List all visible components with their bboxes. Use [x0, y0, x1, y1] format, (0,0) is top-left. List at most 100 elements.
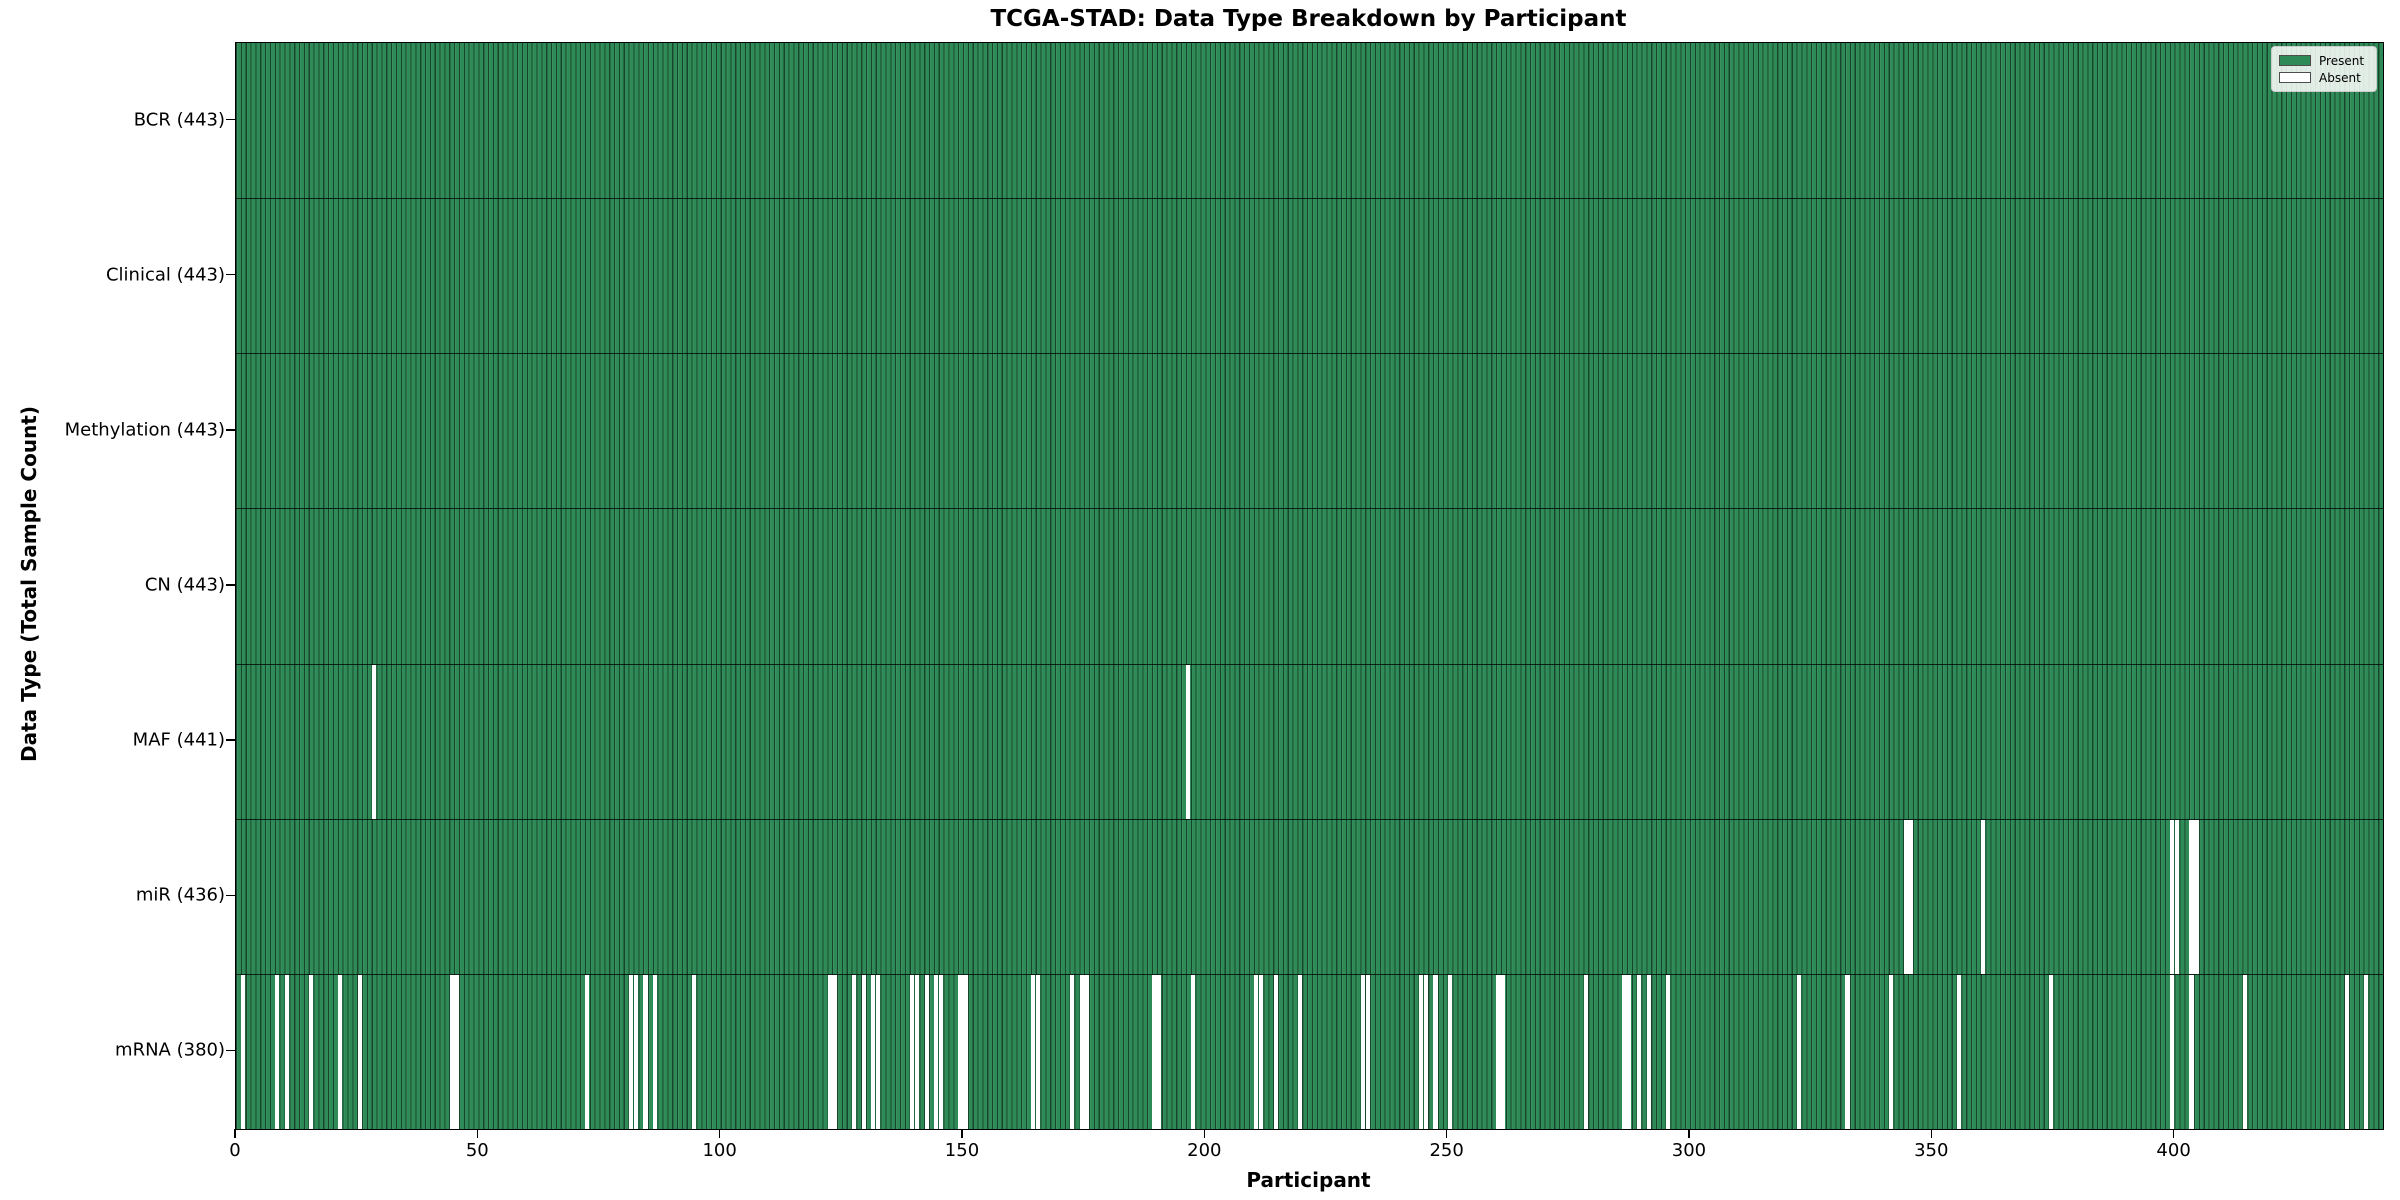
y-tick-label-MAF: MAF (441) — [132, 729, 225, 751]
x-axis-label: Participant — [1246, 1168, 1371, 1192]
absent-bar — [1423, 974, 1428, 1129]
absent-bar — [1254, 974, 1259, 1129]
x-tick-label-0: 0 — [229, 1140, 241, 1161]
absent-bar — [924, 974, 929, 1129]
absent-bar — [1258, 974, 1264, 1129]
absent-bar — [1079, 974, 1084, 1129]
absent-bar — [633, 974, 638, 1129]
y-tick-label-Clinical: Clinical (443) — [105, 264, 225, 286]
absent-bar — [876, 974, 881, 1129]
absent-bar — [1152, 974, 1157, 1129]
heatmap-row-Methylation — [236, 353, 2383, 509]
absent-bar — [2363, 974, 2369, 1129]
absent-bar — [1646, 974, 1651, 1129]
absent-bar — [1845, 974, 1850, 1129]
legend-label-absent: Absent — [2319, 70, 2361, 85]
absent-bar — [861, 974, 866, 1129]
absent-bar — [2189, 974, 2194, 1129]
x-tick-mark — [476, 1129, 479, 1138]
heatmap-row-CN — [236, 508, 2383, 664]
x-tick-mark — [718, 1129, 721, 1138]
absent-bar — [914, 974, 920, 1129]
absent-bar — [1627, 974, 1632, 1129]
absent-bar — [1583, 974, 1588, 1129]
absent-bar — [851, 974, 857, 1129]
legend-entry-present: Present — [2279, 52, 2369, 69]
absent-bar — [2189, 819, 2194, 974]
absent-bar — [1622, 974, 1627, 1129]
x-tick-label-350: 350 — [1914, 1140, 1949, 1161]
absent-bar — [2174, 819, 2180, 974]
y-tick-mark — [226, 894, 235, 896]
absent-bar — [1666, 974, 1671, 1129]
absent-bar — [1360, 974, 1365, 1129]
legend: Present Absent — [2271, 46, 2377, 92]
absent-bar — [1186, 664, 1191, 819]
absent-bar — [454, 974, 459, 1129]
x-tick-label-200: 200 — [1187, 1140, 1222, 1161]
absent-bar — [1365, 974, 1370, 1129]
absent-bar — [585, 974, 590, 1129]
absent-bar — [1956, 974, 1962, 1129]
x-tick-mark — [234, 1129, 236, 1138]
x-tick-mark — [1930, 1129, 1932, 1138]
y-tick-mark — [226, 274, 235, 276]
absent-bar — [1889, 974, 1894, 1129]
absent-bar — [1496, 974, 1501, 1129]
absent-bar — [1433, 974, 1438, 1129]
plot-area — [235, 42, 2384, 1130]
absent-bar — [1501, 974, 1506, 1129]
y-tick-mark — [226, 1049, 235, 1052]
heatmap-row-mRNA — [236, 973, 2383, 1129]
present-swatch-icon — [2279, 55, 2311, 66]
absent-bar — [284, 974, 289, 1129]
absent-bar — [1069, 974, 1075, 1129]
legend-label-present: Present — [2319, 53, 2365, 68]
absent-bar — [1447, 974, 1453, 1129]
absent-bar — [2242, 974, 2247, 1129]
absent-bar — [1297, 974, 1302, 1129]
absent-bar — [372, 664, 377, 819]
absent-bar — [2170, 819, 2175, 974]
absent-bar — [309, 974, 314, 1129]
y-tick-label-miR: miR (436) — [135, 884, 225, 906]
absent-bar — [871, 974, 876, 1129]
y-tick-mark — [226, 118, 235, 121]
absent-bar — [1908, 819, 1913, 974]
heatmap-row-MAF — [236, 663, 2383, 819]
y-tick-label-BCR: BCR (443) — [133, 109, 225, 131]
heatmap-row-Clinical — [236, 198, 2383, 354]
y-tick-mark — [226, 429, 235, 431]
absent-bar — [958, 974, 963, 1129]
absent-bar — [1031, 974, 1036, 1129]
absent-bar — [643, 974, 648, 1129]
absent-bar — [939, 974, 944, 1129]
absent-bar — [2170, 974, 2175, 1129]
x-tick-mark — [1445, 1129, 1448, 1138]
absent-bar — [1981, 819, 1986, 974]
y-tick-mark — [226, 584, 235, 586]
x-tick-label-150: 150 — [944, 1140, 980, 1161]
absent-bar — [2194, 819, 2199, 974]
heatmap-row-BCR — [236, 43, 2383, 199]
absent-bar — [832, 974, 837, 1129]
absent-bar — [1636, 974, 1642, 1129]
x-tick-mark — [961, 1129, 963, 1138]
absent-swatch-icon — [2279, 72, 2311, 83]
y-tick-label-mRNA: mRNA (380) — [115, 1039, 225, 1061]
absent-bar — [1273, 974, 1278, 1129]
absent-bar — [1157, 974, 1162, 1129]
x-tick-label-250: 250 — [1429, 1140, 1464, 1161]
absent-bar — [910, 974, 915, 1129]
absent-bar — [691, 974, 697, 1129]
absent-bar — [338, 974, 343, 1129]
absent-bar — [1903, 819, 1908, 974]
absent-bar — [963, 974, 968, 1129]
y-axis-label: Data Type (Total Sample Count) — [17, 405, 41, 763]
x-tick-label-300: 300 — [1671, 1140, 1707, 1161]
heatmap-row-miR — [236, 818, 2383, 974]
absent-bar — [934, 974, 939, 1129]
legend-entry-absent: Absent — [2279, 69, 2369, 86]
absent-bar — [449, 974, 454, 1129]
